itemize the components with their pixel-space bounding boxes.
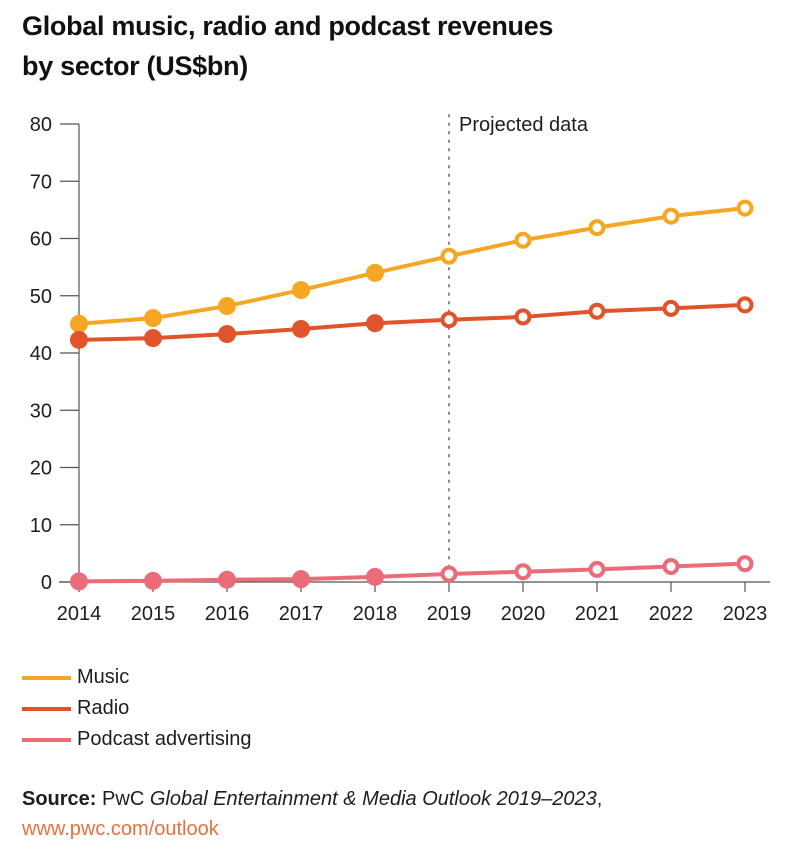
source-note: Source: PwC Global Entertainment & Media…	[22, 784, 602, 844]
y-tick-label: 50	[30, 286, 52, 308]
y-tick-label: 30	[30, 400, 52, 422]
x-tick-label: 2018	[353, 603, 398, 625]
data-point	[366, 314, 384, 333]
data-point-projected	[514, 308, 532, 326]
data-point-projected	[736, 296, 754, 314]
legend: Music Radio Podcast advertising	[22, 662, 252, 755]
y-tick-label: 20	[30, 458, 52, 480]
y-tick-label: 0	[41, 572, 52, 594]
data-point	[218, 297, 236, 316]
series-line	[78, 302, 746, 342]
x-tick-label: 2019	[427, 603, 472, 625]
y-tick-label: 70	[30, 171, 52, 193]
source-label: Source:	[22, 788, 97, 810]
series-group	[70, 199, 754, 591]
y-tick-label: 60	[30, 229, 52, 251]
data-point	[70, 330, 88, 349]
data-point	[292, 281, 310, 300]
data-point	[292, 319, 310, 338]
series-music	[70, 199, 754, 333]
data-point	[70, 314, 88, 333]
source-publication: Global Entertainment & Media Outlook 201…	[149, 788, 597, 810]
chart-title: Global music, radio and podcast revenues…	[22, 6, 722, 86]
data-point-projected	[588, 560, 606, 578]
data-point	[366, 263, 384, 282]
legend-item-podcast: Podcast advertising	[22, 724, 252, 755]
x-tick-label: 2023	[723, 603, 768, 625]
line-chart: 0 10 20 30 40 50 60 70 80 2014 2015 2016 2017 2018 201…	[30, 114, 770, 625]
data-point-projected	[662, 299, 680, 317]
legend-swatch-music	[22, 675, 71, 680]
legend-label-podcast: Podcast advertising	[77, 728, 252, 750]
data-point-projected	[588, 302, 606, 320]
series-podcast-advertising	[70, 555, 754, 591]
data-point	[218, 570, 236, 589]
data-point-projected	[736, 199, 754, 217]
x-tick-label: 2017	[279, 603, 324, 625]
data-point	[292, 570, 310, 589]
chart-title-line-1: Global music, radio and podcast revenues	[22, 11, 554, 41]
x-tick-label: 2021	[575, 603, 620, 625]
y-tick-label: 80	[30, 114, 52, 136]
projection-label: Projected data	[459, 114, 589, 136]
series-line	[78, 561, 746, 584]
series-line	[78, 206, 746, 326]
data-point	[70, 572, 88, 591]
legend-swatch-radio	[22, 706, 71, 711]
source-trailing: ,	[596, 788, 603, 810]
data-point	[144, 329, 162, 348]
data-point-projected	[662, 558, 680, 576]
data-point	[144, 309, 162, 328]
axes: 0 10 20 30 40 50 60 70 80 2014 2015 2016 2017 2018 201…	[30, 114, 770, 625]
data-point-projected	[514, 563, 532, 581]
y-tick-label: 40	[30, 343, 52, 365]
data-point	[218, 325, 236, 344]
projection-marker: Projected data	[448, 114, 589, 583]
x-tick-label: 2020	[501, 603, 546, 625]
source-link[interactable]: www.pwc.com/outlook	[22, 818, 219, 840]
data-point-projected	[440, 247, 458, 265]
legend-item-radio: Radio	[22, 693, 252, 724]
data-point-projected	[514, 231, 532, 249]
legend-label-radio: Radio	[77, 697, 130, 719]
x-tick-label: 2016	[205, 603, 250, 625]
data-point-projected	[588, 219, 606, 237]
x-tick-label: 2015	[131, 603, 176, 625]
legend-label-music: Music	[77, 666, 130, 688]
source-publisher: PwC	[102, 788, 145, 810]
data-point-projected	[662, 207, 680, 225]
legend-swatch-podcast	[22, 737, 71, 742]
data-point-projected	[736, 555, 754, 573]
data-point-projected	[440, 565, 458, 583]
x-tick-label: 2022	[649, 603, 694, 625]
series-radio	[70, 296, 754, 349]
legend-item-music: Music	[22, 662, 252, 693]
chart-title-line-2: by sector (US$bn)	[22, 51, 248, 81]
data-point	[144, 571, 162, 590]
x-tick-label: 2014	[57, 603, 102, 625]
data-point	[366, 567, 384, 586]
y-tick-label: 10	[30, 515, 52, 537]
data-point-projected	[440, 311, 458, 329]
